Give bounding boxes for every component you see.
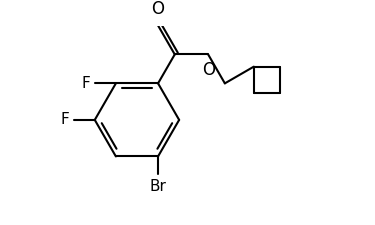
Text: O: O bbox=[152, 0, 165, 18]
Text: F: F bbox=[82, 76, 90, 91]
Text: F: F bbox=[60, 112, 69, 127]
Text: Br: Br bbox=[150, 179, 166, 194]
Text: O: O bbox=[202, 61, 214, 79]
